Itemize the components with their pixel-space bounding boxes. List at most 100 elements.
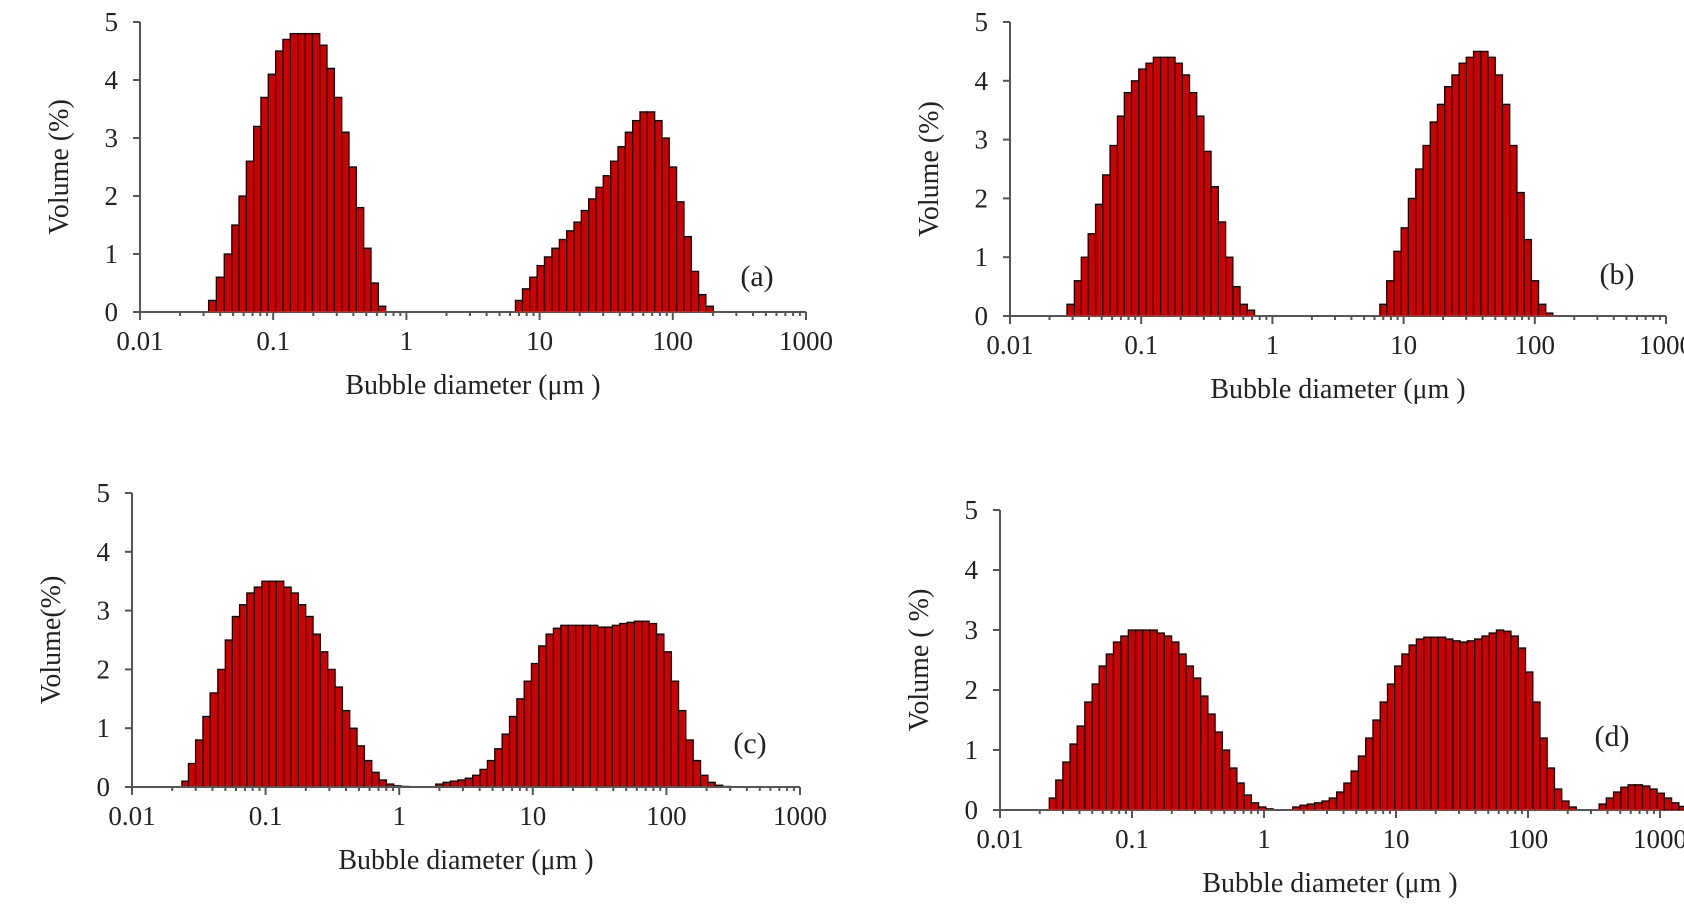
bar-a-30 bbox=[558, 238, 568, 313]
bar-c-48 bbox=[545, 633, 555, 788]
bar-d-21 bbox=[1200, 695, 1209, 811]
bar-b-14 bbox=[1167, 56, 1176, 317]
bar-d-34 bbox=[1314, 802, 1323, 811]
bar-a-26 bbox=[529, 276, 538, 313]
bar-a-9 bbox=[274, 50, 284, 313]
bar-c-38 bbox=[472, 774, 481, 788]
bar-c-54 bbox=[589, 624, 599, 788]
bar-b-16 bbox=[1181, 74, 1191, 317]
panel-label: (a) bbox=[740, 260, 773, 293]
bar-d-53 bbox=[1452, 640, 1461, 811]
bar-a-49 bbox=[697, 293, 707, 313]
panel-label: (c) bbox=[733, 727, 766, 760]
bar-a-4 bbox=[238, 195, 248, 313]
bar-a-36 bbox=[602, 175, 612, 313]
bar-a-6 bbox=[253, 125, 262, 313]
y-tick-label: 5 bbox=[965, 495, 979, 525]
bar-c-66 bbox=[677, 709, 687, 788]
bar-a-13 bbox=[304, 32, 314, 313]
y-tick-label: 3 bbox=[975, 125, 989, 155]
bar-c-4 bbox=[209, 692, 219, 788]
bar-a-33 bbox=[580, 209, 590, 313]
bar-d-51 bbox=[1437, 636, 1447, 811]
bar-b-13 bbox=[1160, 56, 1169, 317]
bar-c-63 bbox=[655, 633, 665, 788]
bar-b-34 bbox=[1436, 103, 1446, 317]
bar-d-36 bbox=[1328, 797, 1338, 811]
bar-d-42 bbox=[1372, 719, 1381, 811]
bar-d-81 bbox=[1678, 805, 1684, 811]
bar-b-23 bbox=[1232, 285, 1241, 317]
y-tick-label: 5 bbox=[975, 7, 989, 37]
bar-b-10 bbox=[1138, 68, 1147, 317]
y-tick-label: 2 bbox=[97, 654, 111, 684]
x-tick-label: 100 bbox=[646, 801, 687, 831]
bar-a-38 bbox=[617, 146, 626, 313]
bar-b-0 bbox=[1066, 303, 1075, 317]
bar-d-35 bbox=[1321, 800, 1330, 811]
y-tick-label: 0 bbox=[105, 297, 119, 327]
bar-d-14 bbox=[1149, 629, 1158, 811]
bar-d-28 bbox=[1250, 802, 1260, 811]
x-tick-label: 10 bbox=[519, 801, 546, 831]
bar-d-52 bbox=[1444, 638, 1454, 811]
bar-d-47 bbox=[1408, 644, 1418, 811]
bar-b-4 bbox=[1094, 203, 1104, 317]
bar-a-25 bbox=[521, 288, 531, 313]
bar-c-62 bbox=[648, 622, 658, 788]
bar-a-39 bbox=[624, 131, 634, 313]
bar-d-26 bbox=[1236, 782, 1245, 811]
bar-a-20 bbox=[355, 206, 365, 313]
bar-d-27 bbox=[1243, 794, 1253, 811]
bar-c-68 bbox=[692, 759, 702, 788]
bar-c-64 bbox=[663, 651, 672, 788]
bar-c-43 bbox=[508, 715, 518, 788]
bar-d-64 bbox=[1532, 701, 1541, 811]
bar-a-45 bbox=[668, 166, 678, 313]
bar-d-68 bbox=[1561, 800, 1570, 811]
bar-a-17 bbox=[333, 96, 343, 313]
bar-d-46 bbox=[1401, 653, 1410, 811]
bar-a-11 bbox=[289, 32, 299, 313]
y-tick-label: 4 bbox=[105, 65, 119, 95]
bar-b-22 bbox=[1224, 256, 1234, 317]
bar-c-11 bbox=[261, 580, 270, 788]
bar-d-55 bbox=[1466, 640, 1476, 811]
bar-d-5 bbox=[1084, 701, 1093, 811]
bar-d-76 bbox=[1641, 785, 1651, 811]
bar-a-10 bbox=[282, 38, 291, 313]
bar-d-7 bbox=[1098, 665, 1107, 811]
bar-c-47 bbox=[538, 645, 547, 788]
bar-a-5 bbox=[245, 160, 255, 313]
bar-d-6 bbox=[1091, 683, 1100, 811]
bar-d-23 bbox=[1214, 731, 1223, 811]
x-tick-label: 10 bbox=[526, 326, 553, 356]
bar-c-5 bbox=[217, 668, 226, 788]
bar-c-59 bbox=[626, 621, 636, 788]
bar-b-44 bbox=[1509, 144, 1518, 317]
bar-b-5 bbox=[1102, 174, 1111, 317]
y-tick-label: 0 bbox=[97, 772, 111, 802]
bar-d-38 bbox=[1343, 782, 1352, 811]
bar-d-12 bbox=[1134, 629, 1144, 811]
y-tick-label: 3 bbox=[965, 615, 979, 645]
bar-b-18 bbox=[1196, 115, 1205, 317]
bar-a-41 bbox=[639, 111, 648, 313]
bar-b-24 bbox=[1239, 303, 1248, 317]
bar-a-44 bbox=[661, 137, 670, 313]
bar-c-39 bbox=[479, 768, 489, 788]
bar-c-36 bbox=[457, 779, 466, 788]
bar-b-19 bbox=[1203, 150, 1212, 317]
bar-d-17 bbox=[1170, 641, 1180, 811]
bar-d-3 bbox=[1069, 743, 1078, 811]
bar-a-12 bbox=[297, 32, 306, 313]
bar-c-60 bbox=[633, 620, 643, 788]
bar-c-15 bbox=[290, 592, 299, 788]
y-tick-label: 1 bbox=[97, 713, 111, 743]
y-tick-label: 4 bbox=[975, 66, 989, 96]
bar-c-58 bbox=[619, 622, 628, 788]
bar-b-42 bbox=[1494, 74, 1504, 317]
bar-c-19 bbox=[319, 651, 329, 788]
bar-c-52 bbox=[574, 624, 584, 788]
bar-d-62 bbox=[1517, 647, 1527, 811]
